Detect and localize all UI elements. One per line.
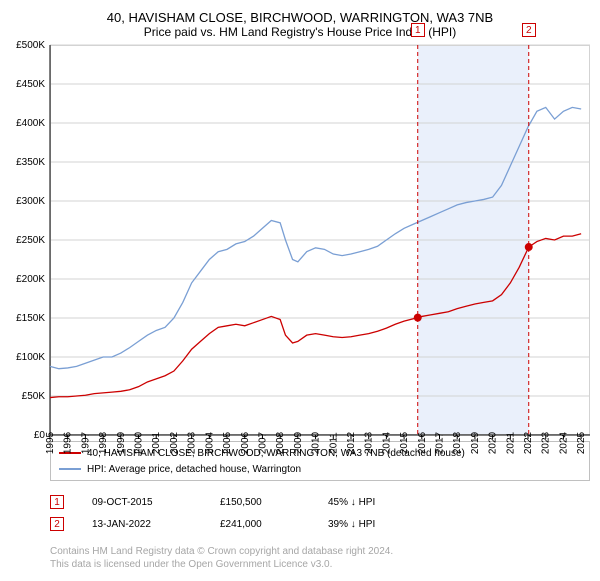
chart-svg: £0 £50K £100K £150K £200K £250K £300K £350K £400… (10, 39, 596, 475)
svg-text:2009: 2009 (293, 431, 304, 454)
svg-text:£50K: £50K (22, 391, 46, 402)
svg-text:2000: 2000 (134, 431, 145, 454)
svg-text:2018: 2018 (452, 431, 463, 454)
svg-text:2017: 2017 (435, 431, 446, 454)
sale-marker-box: 2 (522, 23, 536, 37)
svg-text:1998: 1998 (98, 431, 109, 454)
svg-text:£350K: £350K (16, 157, 45, 168)
svg-text:£500K: £500K (16, 40, 45, 51)
sale-diff: 39% ↓ HPI (328, 519, 428, 530)
svg-text:2001: 2001 (151, 431, 162, 454)
sale-marker: 1 (50, 495, 64, 509)
svg-text:2020: 2020 (488, 431, 499, 454)
svg-text:£450K: £450K (16, 79, 45, 90)
svg-text:2014: 2014 (381, 431, 392, 454)
sale-date: 09-OCT-2015 (92, 497, 192, 508)
sale-date: 13-JAN-2022 (92, 519, 192, 530)
svg-text:2008: 2008 (275, 431, 286, 454)
svg-text:1996: 1996 (63, 431, 74, 454)
svg-text:2023: 2023 (541, 431, 552, 454)
chart-container: 40, HAVISHAM CLOSE, BIRCHWOOD, WARRINGTO… (10, 10, 590, 571)
sale-marker: 2 (50, 517, 64, 531)
svg-text:1997: 1997 (80, 431, 91, 454)
svg-text:2013: 2013 (364, 431, 375, 454)
svg-text:2019: 2019 (470, 431, 481, 454)
svg-text:1999: 1999 (116, 431, 127, 454)
svg-text:2015: 2015 (399, 431, 410, 454)
svg-text:2006: 2006 (240, 431, 251, 454)
sale-price: £150,500 (220, 497, 300, 508)
sale-diff: 45% ↓ HPI (328, 497, 428, 508)
footnote: Contains HM Land Registry data © Crown c… (50, 545, 590, 571)
svg-text:1995: 1995 (45, 431, 56, 454)
svg-text:2011: 2011 (328, 432, 339, 454)
sale-row: 2 13-JAN-2022 £241,000 39% ↓ HPI (50, 513, 590, 535)
svg-text:2024: 2024 (558, 431, 569, 454)
plot-area: £0£50K£100K£150K£200K£250K£300K£350K£400… (50, 39, 590, 429)
footnote-line: Contains HM Land Registry data © Crown c… (50, 545, 590, 558)
title-block: 40, HAVISHAM CLOSE, BIRCHWOOD, WARRINGTO… (10, 10, 590, 39)
svg-text:2021: 2021 (505, 431, 516, 454)
svg-text:2022: 2022 (523, 431, 534, 454)
svg-text:2004: 2004 (204, 431, 215, 454)
svg-text:£400K: £400K (16, 118, 45, 129)
svg-text:£0: £0 (34, 430, 46, 441)
svg-text:2025: 2025 (576, 431, 587, 454)
sales-table: 1 09-OCT-2015 £150,500 45% ↓ HPI 2 13-JAN-202… (50, 491, 590, 535)
svg-text:£150K: £150K (16, 313, 45, 324)
svg-text:£250K: £250K (16, 235, 45, 246)
chart-title: 40, HAVISHAM CLOSE, BIRCHWOOD, WARRINGTO… (10, 10, 590, 25)
svg-text:2002: 2002 (169, 431, 180, 454)
svg-text:£200K: £200K (16, 274, 45, 285)
svg-text:2010: 2010 (311, 431, 322, 454)
svg-text:2007: 2007 (257, 431, 268, 454)
sale-row: 1 09-OCT-2015 £150,500 45% ↓ HPI (50, 491, 590, 513)
svg-text:2005: 2005 (222, 431, 233, 454)
svg-text:2012: 2012 (346, 431, 357, 454)
chart-subtitle: Price paid vs. HM Land Registry's House … (10, 25, 590, 39)
sale-price: £241,000 (220, 519, 300, 530)
svg-text:2016: 2016 (417, 431, 428, 454)
svg-text:2003: 2003 (187, 431, 198, 454)
sale-marker-box: 1 (411, 23, 425, 37)
svg-text:£100K: £100K (16, 352, 45, 363)
svg-text:£300K: £300K (16, 196, 45, 207)
